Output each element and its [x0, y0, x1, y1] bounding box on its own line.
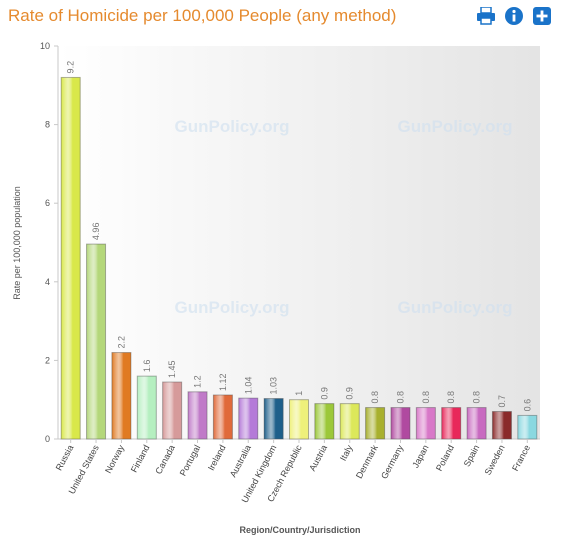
x-tick-label: Germany: [379, 443, 405, 481]
y-tick-label: 4: [45, 277, 50, 287]
bar-value-label: 1.03: [269, 377, 279, 395]
x-tick-label: Finland: [129, 443, 152, 474]
info-button[interactable]: [504, 6, 524, 26]
x-tick-label: Poland: [434, 443, 456, 472]
bar-shine: [466, 407, 487, 440]
bar-shine: [187, 391, 208, 440]
watermark: GunPolicy.org: [175, 298, 290, 317]
bar-shine: [263, 398, 284, 440]
bar-value-label: 0.8: [446, 391, 456, 404]
bar-shine: [365, 407, 386, 440]
y-tick-label: 2: [45, 355, 50, 365]
x-tick-label: Sweden: [483, 443, 507, 476]
bar-value-label: 0.8: [395, 391, 405, 404]
x-tick-label: Russia: [54, 443, 76, 472]
x-axis-label: Region/Country/Jurisdiction: [239, 525, 360, 535]
bar-shine: [212, 394, 233, 440]
bar-shine: [289, 399, 309, 440]
bar-value-label: 1.04: [243, 377, 253, 395]
y-ticks: 0 2 4 6 8 10: [40, 41, 58, 444]
bar-value-label: 1: [294, 391, 304, 396]
watermark: GunPolicy.org: [398, 117, 513, 136]
x-tick-label: Italy: [338, 443, 355, 463]
y-tick-label: 0: [45, 434, 50, 444]
add-button[interactable]: [532, 6, 552, 26]
toolbar: [476, 6, 552, 26]
x-tick-label: Austria: [307, 443, 329, 472]
plot-area: [58, 46, 540, 439]
bar-value-label: 0.6: [522, 399, 532, 412]
watermark: GunPolicy.org: [175, 117, 290, 136]
x-tick-label: Ireland: [206, 443, 228, 472]
watermark: GunPolicy.org: [398, 298, 513, 317]
x-tick-label: Denmark: [354, 443, 380, 480]
watermark-group: GunPolicy.org GunPolicy.org GunPolicy.or…: [175, 117, 513, 317]
y-tick-label: 10: [40, 41, 50, 51]
bar-shine: [390, 407, 411, 440]
bar-shine: [60, 76, 81, 440]
bar-value-label: 9.2: [66, 61, 76, 74]
bar-shine: [339, 403, 360, 440]
bar-shine: [136, 375, 157, 440]
y-axis-label: Rate per 100,000 population: [12, 186, 22, 300]
y-tick-label: 8: [45, 120, 50, 130]
bar-shine: [86, 243, 107, 440]
bar-value-label: 0.8: [472, 391, 482, 404]
x-tick-label: Spain: [462, 443, 482, 468]
bar-value-label: 0.9: [345, 387, 355, 400]
bar-value-label: 1.45: [167, 360, 177, 378]
bar-shine: [491, 410, 512, 440]
bars: 9.2 4.96 2.2 1.6 1.45 1.2 1.12 1.04 1.03 1 0.9 0.9 0…: [60, 61, 538, 440]
info-icon: [505, 7, 523, 25]
x-tick-label: France: [510, 443, 532, 472]
x-tick-label: Australia: [228, 443, 253, 479]
bar-value-label: 1.6: [142, 360, 152, 373]
y-tick-label: 6: [45, 198, 50, 208]
bar-value-label: 0.9: [319, 387, 329, 400]
bar-value-label: 0.8: [421, 391, 431, 404]
x-tick-label: Norway: [103, 443, 126, 475]
bar-shine: [441, 407, 462, 440]
bar-value-label: 0.8: [370, 391, 380, 404]
add-icon: [533, 7, 551, 25]
bar-shine: [238, 397, 259, 440]
bar-value-label: 2.2: [116, 336, 126, 349]
print-icon: [477, 7, 495, 25]
bar-value-label: 1.2: [193, 375, 203, 388]
bar-value-label: 0.7: [497, 395, 507, 408]
bar-shine: [517, 414, 538, 440]
bar-shine: [314, 403, 335, 440]
x-tick-label: Portugal: [178, 443, 203, 477]
bar-value-label: 1.12: [218, 373, 228, 391]
chart-title: Rate of Homicide per 100,000 People (any…: [8, 6, 397, 25]
x-tick-label: Japan: [410, 443, 430, 469]
x-tick-label: Canada: [153, 443, 177, 476]
bar-shine: [162, 381, 183, 440]
bar-value-label: 4.96: [91, 223, 101, 241]
bar-shine: [111, 352, 132, 440]
print-button[interactable]: [476, 6, 496, 26]
bar-shine: [415, 407, 436, 440]
